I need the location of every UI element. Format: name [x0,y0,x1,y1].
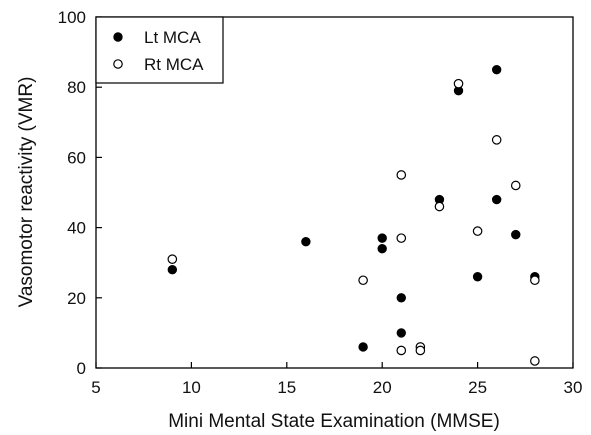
data-point-rt-mca [530,275,540,286]
data-point-rt-mca [415,345,426,356]
legend-marker-rt-mca [113,59,123,69]
data-point-rt-mca [510,180,521,191]
data-point-lt-mca [396,293,406,303]
data-point-rt-mca [396,345,407,356]
data-point-rt-mca [396,170,407,180]
y-tick-label: 80 [67,78,86,97]
legend-label-rt-mca: Rt MCA [144,55,204,74]
data-point-rt-mca [453,78,464,89]
x-tick-label: 10 [182,378,201,397]
y-tick-label: 100 [58,8,86,27]
data-point-rt-mca [530,356,540,366]
data-points [167,64,540,366]
data-point-rt-mca [472,226,483,236]
x-tick-label: 20 [373,378,392,397]
plot-frame [95,16,574,369]
y-tick-label: 60 [67,148,86,167]
legend-label-lt-mca: Lt MCA [144,28,201,47]
data-point-lt-mca [491,64,502,75]
legend: Lt MCA Rt MCA [95,16,224,84]
x-tick-label: 25 [468,378,487,397]
data-point-lt-mca [301,236,311,247]
legend-box [95,16,224,84]
data-point-lt-mca [167,265,178,275]
data-point-lt-mca [377,243,387,254]
data-point-rt-mca [396,233,407,243]
data-point-lt-mca [358,342,368,352]
x-tick-label: 5 [91,378,100,397]
data-point-rt-mca [434,201,445,212]
data-point-rt-mca [358,275,368,286]
data-point-lt-mca [491,194,502,205]
y-axis-label: Vasomotor reactivity (VMR) [16,77,37,308]
data-point-lt-mca [377,233,387,243]
data-point-lt-mca [511,229,521,240]
x-axis-label: Mini Mental State Examination (MMSE) [168,411,500,432]
y-tick-label: 40 [67,219,86,238]
data-point-lt-mca [472,272,483,282]
y-tick-label: 20 [67,289,86,308]
x-tick-label: 15 [277,378,296,397]
data-point-rt-mca [491,135,502,145]
data-point-lt-mca [396,328,406,338]
legend-marker-lt-mca [113,32,123,42]
y-tick-label: 0 [77,359,86,378]
x-tick-label: 30 [564,378,583,397]
data-point-rt-mca [167,254,178,264]
axis-ticks: 5 10 15 20 25 30 0 20 40 60 80 100 [58,8,583,397]
